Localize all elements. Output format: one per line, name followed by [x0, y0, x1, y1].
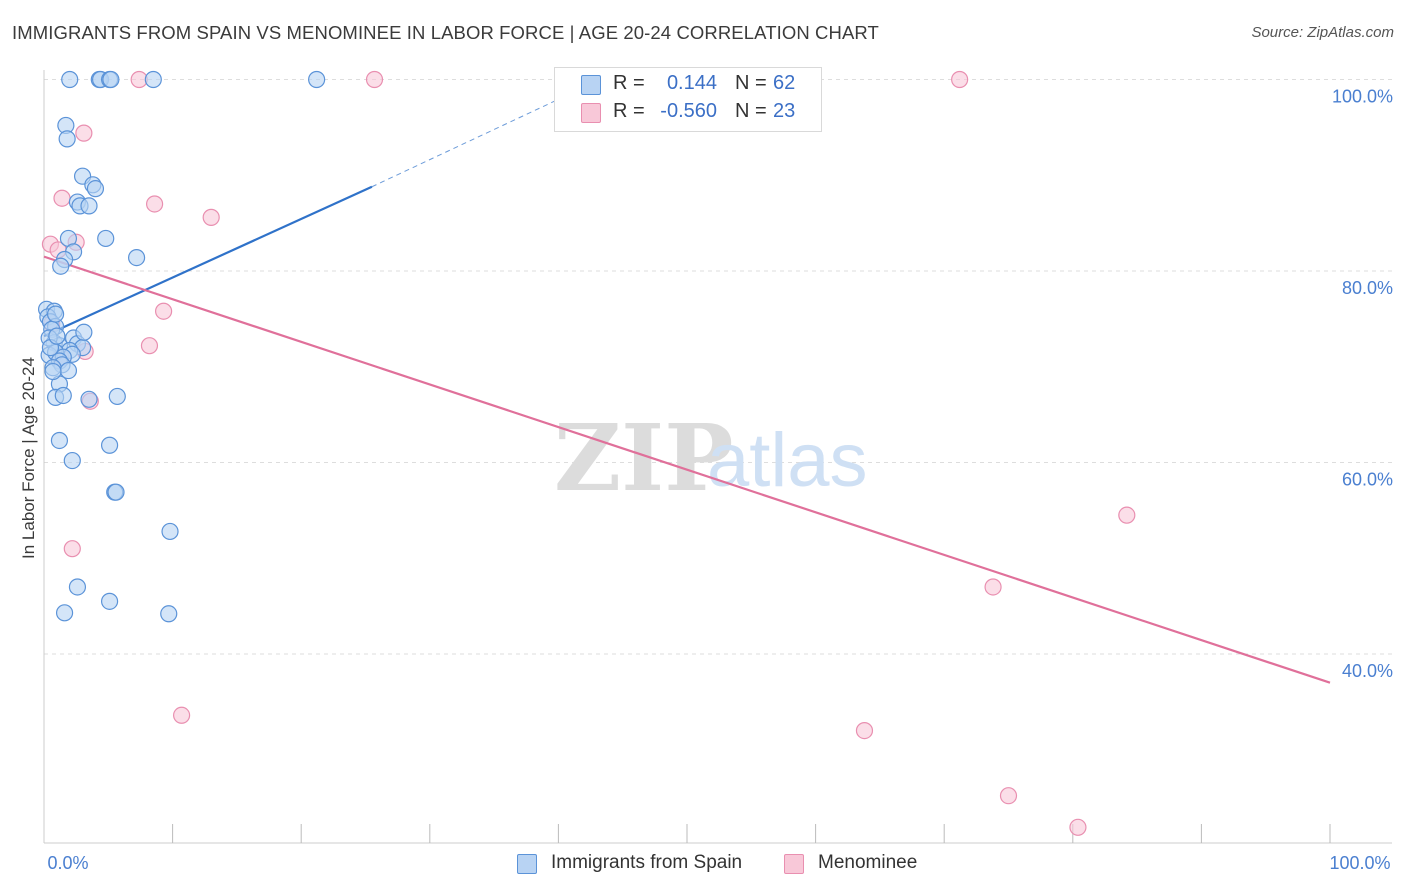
point-spain: [46, 305, 65, 323]
point-spain: [68, 578, 87, 596]
point-spain: [55, 604, 74, 622]
point-spain: [80, 390, 98, 408]
legend-label: Immigrants from Spain: [551, 852, 743, 873]
point-menominee: [140, 337, 159, 355]
r-label: R =: [613, 100, 645, 122]
point-menominee: [173, 706, 191, 724]
point-spain: [44, 362, 62, 381]
n-label: N =: [735, 72, 767, 94]
point-menominee: [63, 540, 81, 558]
point-spain: [86, 180, 105, 198]
stats-swatch-blue: [581, 75, 601, 95]
point-spain: [127, 248, 146, 267]
x-tick-label: 100.0%: [1329, 853, 1390, 873]
point-spain: [63, 451, 81, 470]
watermark: ZIP atlas: [554, 404, 868, 512]
point-menominee: [75, 124, 93, 142]
point-menominee: [1118, 506, 1136, 524]
point-spain: [52, 257, 70, 275]
point-menominee: [145, 195, 164, 213]
stats-box: R = 0.144 N = 62 R = -0.560 N = 23: [554, 67, 822, 132]
point-menominee: [202, 208, 220, 226]
stats-row-menominee: R = -0.560 N = 23: [555, 100, 821, 128]
point-menominee: [855, 721, 874, 740]
point-spain: [58, 130, 76, 148]
stats-row-spain: R = 0.144 N = 62: [555, 72, 821, 100]
gridlines: [44, 79, 1392, 655]
point-menominee: [999, 787, 1018, 805]
point-spain: [107, 483, 125, 501]
point-menominee: [984, 578, 1002, 596]
point-spain: [102, 70, 120, 89]
point-spain: [61, 70, 79, 89]
watermark-zip: ZIP: [554, 404, 733, 512]
tick-labels: 40.0% 60.0% 80.0% 100.0% 0.0% 100.0%: [47, 87, 1393, 874]
point-menominee: [1069, 818, 1087, 836]
data-points: [37, 70, 1136, 836]
n-value: 23: [773, 100, 796, 122]
y-tick-label: 60.0%: [1342, 470, 1393, 490]
stats-swatch-pink: [581, 103, 601, 123]
point-spain: [144, 70, 162, 89]
x-tick-label: 0.0%: [47, 853, 88, 873]
y-tick-label: 40.0%: [1342, 661, 1393, 681]
point-menominee: [53, 189, 71, 207]
point-menominee: [365, 70, 384, 89]
r-value: -0.560: [660, 100, 717, 122]
y-tick-label: 80.0%: [1342, 278, 1393, 298]
point-spain: [50, 431, 69, 450]
point-spain: [100, 436, 119, 454]
point-spain: [48, 327, 66, 345]
trend-line-menominee: [43, 255, 1331, 684]
chart-source: Source: ZipAtlas.com: [1251, 24, 1394, 41]
point-spain: [161, 522, 179, 541]
point-spain: [97, 229, 115, 248]
chart-title: IMMIGRANTS FROM SPAIN VS MENOMINEE IN LA…: [12, 22, 879, 43]
legend-swatch-blue: [517, 854, 537, 874]
point-spain: [75, 323, 93, 341]
y-axis-label: In Labor Force | Age 20-24: [19, 357, 38, 559]
trend-lines: [43, 83, 1331, 684]
legend-swatch-pink: [784, 854, 804, 874]
r-value: 0.144: [666, 72, 717, 94]
point-spain: [308, 70, 326, 89]
n-value: 62: [773, 72, 796, 94]
point-spain: [80, 197, 98, 215]
point-spain: [160, 605, 178, 623]
axes: [43, 70, 1392, 844]
point-menominee: [951, 70, 969, 89]
legend: Immigrants from Spain Menominee: [0, 852, 1406, 878]
legend-label: Menominee: [818, 852, 918, 873]
watermark-atlas: atlas: [707, 418, 868, 503]
y-tick-label: 100.0%: [1332, 87, 1393, 107]
r-label: R =: [613, 72, 645, 94]
point-spain: [100, 592, 119, 610]
point-menominee: [154, 302, 173, 320]
point-spain: [108, 387, 126, 406]
trend-line-spain: [43, 185, 373, 338]
point-spain: [54, 386, 72, 405]
n-label: N =: [735, 100, 767, 122]
